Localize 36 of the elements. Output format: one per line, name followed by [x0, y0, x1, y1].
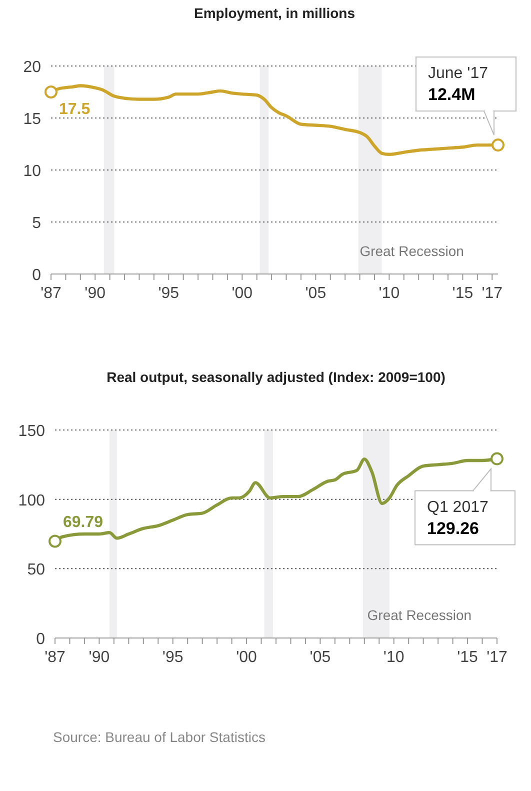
x-tick-label: '05: [310, 649, 331, 666]
y-tick-label: 100: [18, 492, 46, 510]
x-tick-label: '17: [486, 649, 508, 666]
y-tick-label: 0: [32, 267, 42, 284]
y-tick-label: 150: [18, 423, 46, 440]
band-label: Great Recession: [367, 607, 472, 623]
x-tick-label: '10: [383, 649, 404, 666]
x-tick-label: '17: [482, 285, 503, 302]
x-tick-label: '95: [158, 285, 180, 302]
annotation: Q1 2017: [427, 498, 488, 516]
x-tick-label: '87: [44, 649, 66, 666]
y-tick-label: 50: [27, 562, 46, 579]
x-tick-label: '00: [236, 649, 258, 666]
x-tick-label: '15: [457, 649, 478, 666]
x-tick-label: '90: [88, 649, 110, 666]
y-tick-label: 15: [23, 111, 42, 128]
x-tick-label: '10: [378, 285, 400, 302]
y-tick-label: 5: [32, 215, 42, 232]
y-tick-label: 20: [23, 59, 42, 76]
y-tick-label: 0: [36, 631, 46, 648]
annotation: June '17: [428, 65, 488, 82]
annotation: 69.79: [63, 514, 104, 532]
chart-title: Employment, in millions: [194, 5, 356, 21]
band-label: Great Recession: [360, 243, 464, 259]
x-tick-label: '87: [40, 285, 62, 302]
annotation: 12.4M: [428, 85, 476, 104]
x-tick-label: '95: [162, 649, 184, 666]
x-tick-label: '90: [84, 285, 106, 302]
chart-title: Real output, seasonally adjusted (Index: 2009=100): [106, 369, 446, 385]
x-tick-label: '15: [452, 285, 474, 302]
x-tick-label: '00: [232, 285, 253, 302]
source-note: Source: Bureau of Labor Statistics: [53, 729, 266, 745]
y-tick-label: 10: [23, 163, 42, 180]
x-tick-label: '05: [305, 285, 326, 302]
annotation: 17.5: [59, 101, 90, 118]
annotation: 129.26: [427, 518, 479, 538]
